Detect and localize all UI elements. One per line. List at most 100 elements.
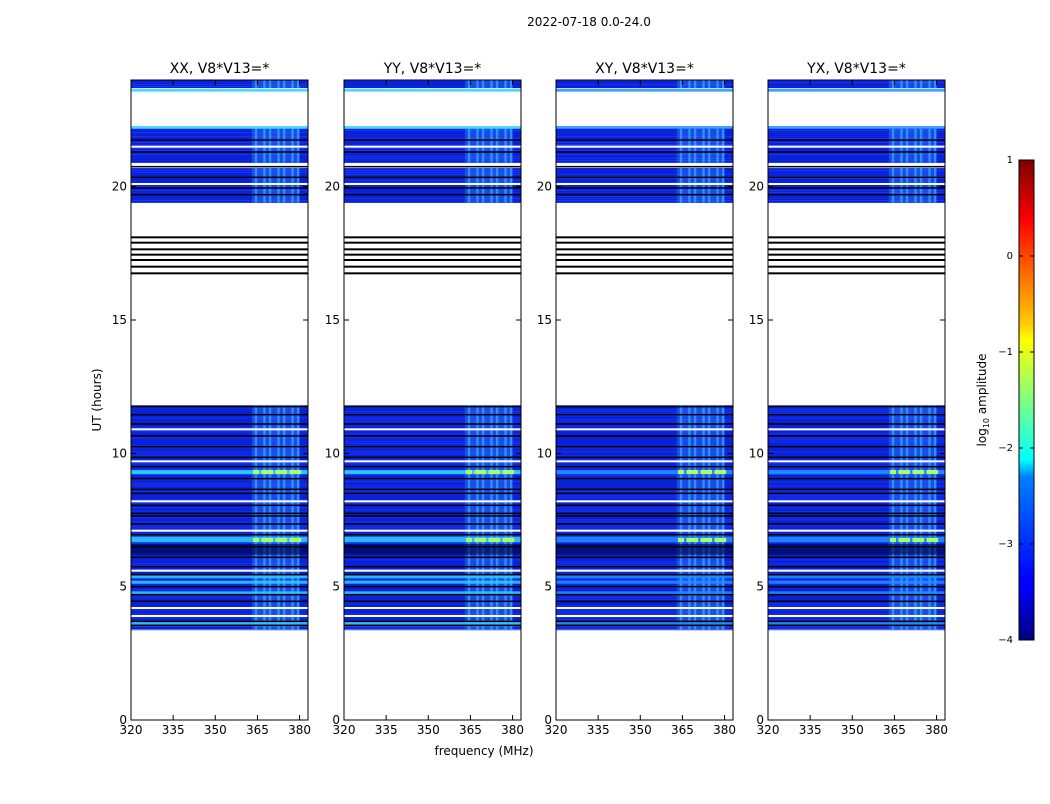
gap-line [131,428,308,431]
noise-row [556,629,733,631]
noise-row [556,603,733,605]
rfi-channel [891,128,895,163]
noise-row [556,459,733,461]
rfi-hotspot [474,470,481,474]
noise-row [131,148,308,149]
noise-row [344,487,521,489]
rfi-hotspot [261,470,268,474]
noise-row [344,559,521,561]
rfi-channel [254,128,258,163]
noise-row [131,619,308,621]
bright-row [131,620,308,624]
rfi-channel [268,128,272,163]
noise-row [344,411,521,413]
noise-row [131,609,308,611]
x-tick-label: 365 [671,723,694,737]
flag-line [556,504,733,507]
y-tick-label: 20 [749,180,764,194]
noise-row [131,443,308,445]
noise-row [131,453,308,455]
noise-row [556,417,733,419]
noise-row [768,182,945,183]
gap-line [131,529,308,532]
colorbar-label-prefix: log [975,428,989,446]
noise-row [131,597,308,599]
noise-row [131,521,308,523]
noise-row [344,425,521,427]
noise-row [131,192,308,193]
noise-row [556,176,733,177]
noise-row [344,595,521,597]
noise-row [556,136,733,137]
noise-row [131,170,308,171]
noise-row [556,613,733,615]
rfi-channel [919,405,923,630]
bright-row [131,126,308,129]
noise-row [556,413,733,415]
noise-row [344,84,521,85]
noise-row [768,567,945,569]
rfi-channel [481,128,485,163]
x-tick-label: 365 [883,723,906,737]
noise-row [344,543,521,545]
noise-row [344,613,521,615]
noise-row [768,409,945,411]
bright-row [768,126,945,129]
noise-row [768,599,945,601]
flag-line [344,585,521,588]
rfi-hotspot [890,538,897,542]
noise-row [768,449,945,451]
noise-row [344,479,521,481]
noise-row [768,511,945,513]
noise-row [131,198,308,199]
noise-row [344,190,521,191]
noise-row [131,585,308,587]
noise-row [768,609,945,611]
noise-row [556,407,733,409]
rfi-channel [282,168,286,203]
colorbar: 10−1−2−3−4 log10 amplitude [975,155,1035,646]
flag-line [556,241,733,244]
flag-line [556,523,733,525]
noise-row [344,433,521,435]
rfi-hotspot [912,470,919,474]
rfi-hotspot [275,538,282,542]
panel-title: YX, V8*V13=* [806,61,906,77]
noise-row [344,196,521,197]
dark-band [556,544,733,555]
noise-row [556,543,733,545]
rfi-channel [467,405,471,630]
dark-band [131,544,308,555]
flag-line [344,193,521,196]
rfi-hotspot [678,538,685,542]
noise-row [556,186,733,187]
flag-line [344,533,521,536]
rfi-channel [905,80,909,88]
noise-row [768,595,945,597]
flag-line [344,492,521,495]
noise-row [344,459,521,461]
rfi-channel [891,168,895,203]
noise-row [556,162,733,163]
gap-line [556,460,733,463]
noise-row [344,168,521,169]
rfi-channel [277,168,280,203]
bright-row [131,575,308,579]
noise-row [768,421,945,423]
flag-line [131,187,308,189]
noise-row [344,439,521,441]
rfi-channel [268,80,272,88]
y-tick-label: 15 [325,313,340,327]
noise-row [131,613,308,615]
flag-line [344,477,521,480]
noise-row [344,509,521,511]
rfi-hotspot [904,470,911,474]
noise-row [131,483,308,485]
noise-row [556,130,733,131]
noise-row [556,156,733,157]
noise-row [131,132,308,133]
flag-line [768,620,945,623]
noise-row [556,86,733,87]
gap-line [344,500,521,503]
